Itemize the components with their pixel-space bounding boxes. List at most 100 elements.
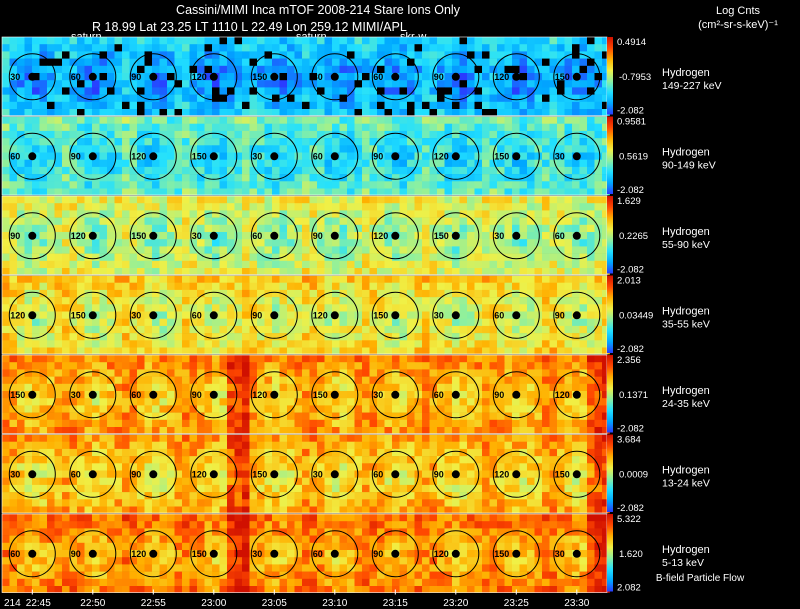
field-direction-dot xyxy=(330,152,339,161)
contour-ring xyxy=(371,530,419,578)
field-direction-dot xyxy=(149,470,158,479)
contour-ring xyxy=(371,291,419,339)
contour-ring xyxy=(492,291,540,339)
colorbar xyxy=(607,196,613,274)
contour-ring xyxy=(69,132,117,180)
contour-label: 60 xyxy=(434,390,444,400)
contour-label: 90 xyxy=(192,390,202,400)
field-direction-dot xyxy=(451,470,460,479)
contour-ring xyxy=(69,371,117,419)
colorbar xyxy=(607,37,613,115)
contour-label: 150 xyxy=(494,151,509,161)
species-label: Hydrogen xyxy=(662,544,710,556)
contour-ring xyxy=(553,53,601,101)
colorbar-min: -2.082 xyxy=(617,265,644,276)
panel-heatmap xyxy=(2,434,610,514)
contour-label: 150 xyxy=(252,72,267,82)
colorbar-mid: 0.03449 xyxy=(619,310,653,321)
field-direction-dot xyxy=(572,390,581,399)
field-direction-dot xyxy=(209,311,218,320)
contour-label: 90 xyxy=(434,72,444,82)
contour-ring xyxy=(250,132,298,180)
contour-label: 30 xyxy=(252,151,262,161)
colorbar-min: 2.082 xyxy=(617,583,641,594)
colorbar-max: 1.629 xyxy=(617,196,641,207)
field-direction-dot xyxy=(88,390,97,399)
contour-label: 30 xyxy=(192,231,202,241)
contour-label: 30 xyxy=(494,231,504,241)
species-label: Hydrogen xyxy=(662,385,710,397)
contour-label: 150 xyxy=(10,390,25,400)
contour-ring xyxy=(371,53,419,101)
contour-ring xyxy=(492,530,540,578)
field-direction-dot xyxy=(28,72,37,81)
contour-label: 150 xyxy=(192,151,207,161)
field-direction-dot xyxy=(391,311,400,320)
energy-label: 24-35 keV xyxy=(662,398,710,410)
panel-2: 60 90 120 150 30 60 90 120 150 30 0.9581 0.5619 -2.0… xyxy=(1,116,716,196)
contour-label: 30 xyxy=(10,469,20,479)
field-direction-dot xyxy=(149,72,158,81)
contour-label: 60 xyxy=(494,310,504,320)
colorbar-max: 3.684 xyxy=(617,435,641,446)
field-direction-dot xyxy=(391,72,400,81)
field-direction-dot xyxy=(451,231,460,240)
contour-ring xyxy=(371,371,419,419)
contour-label: 150 xyxy=(555,72,570,82)
field-direction-dot xyxy=(330,231,339,240)
contour-label: 90 xyxy=(494,390,504,400)
species-label: Hydrogen xyxy=(662,226,710,238)
contour-ring xyxy=(69,53,117,101)
field-direction-dot xyxy=(512,311,521,320)
contour-label: 60 xyxy=(373,469,383,479)
field-direction-dot xyxy=(88,311,97,320)
field-direction-dot xyxy=(572,152,581,161)
colorbar xyxy=(607,355,613,433)
field-direction-dot xyxy=(330,311,339,320)
field-direction-dot xyxy=(330,390,339,399)
colorbar-mid: 0.2265 xyxy=(619,231,648,242)
contour-ring xyxy=(190,530,238,578)
contour-ring xyxy=(250,53,298,101)
species-label: Hydrogen xyxy=(662,147,710,159)
contour-label: 120 xyxy=(131,151,146,161)
field-direction-dot xyxy=(451,311,460,320)
contour-label: 120 xyxy=(494,72,509,82)
contour-ring xyxy=(8,530,56,578)
field-direction-dot xyxy=(572,72,581,81)
field-direction-dot xyxy=(512,549,521,558)
field-direction-dot xyxy=(149,390,158,399)
colorbar-max: 0.9581 xyxy=(617,117,646,128)
field-direction-dot xyxy=(512,72,521,81)
field-direction-dot xyxy=(149,311,158,320)
contour-ring xyxy=(250,450,298,498)
field-direction-dot xyxy=(209,549,218,558)
contour-ring xyxy=(553,371,601,419)
field-direction-dot xyxy=(28,549,37,558)
colorbar-max: 5.322 xyxy=(617,514,641,525)
contour-ring xyxy=(250,530,298,578)
panel-3: 90 120 150 30 60 90 120 150 30 60 1.629 0.2265 -2.08… xyxy=(1,195,710,276)
colorbar-mid: 0.5619 xyxy=(619,151,648,162)
panel-heatmap xyxy=(2,514,610,593)
field-direction-dot xyxy=(270,390,279,399)
time-tick-label: 23:00 xyxy=(201,598,226,609)
contour-label: 150 xyxy=(131,231,146,241)
field-direction-dot xyxy=(149,231,158,240)
contour-ring xyxy=(129,291,177,339)
time-tick-label: 23:15 xyxy=(383,598,408,609)
species-label: Hydrogen xyxy=(662,465,710,477)
contour-label: 90 xyxy=(71,151,81,161)
contour-ring xyxy=(129,450,177,498)
species-label: Hydrogen xyxy=(662,67,710,79)
time-axis: 22:45 22:50 22:55 23:00 23:05 23:10 23:15 23:20… xyxy=(26,589,590,609)
contour-label: 60 xyxy=(10,151,20,161)
field-direction-dot xyxy=(330,72,339,81)
units-label-line1: Log Cnts xyxy=(716,5,761,17)
field-direction-dot xyxy=(451,549,460,558)
contour-ring xyxy=(8,212,56,260)
units-label-line2: (cm²-sr-s-keV)⁻¹ xyxy=(698,19,778,31)
contour-label: 60 xyxy=(252,231,262,241)
contour-ring xyxy=(250,212,298,260)
field-direction-dot xyxy=(88,152,97,161)
